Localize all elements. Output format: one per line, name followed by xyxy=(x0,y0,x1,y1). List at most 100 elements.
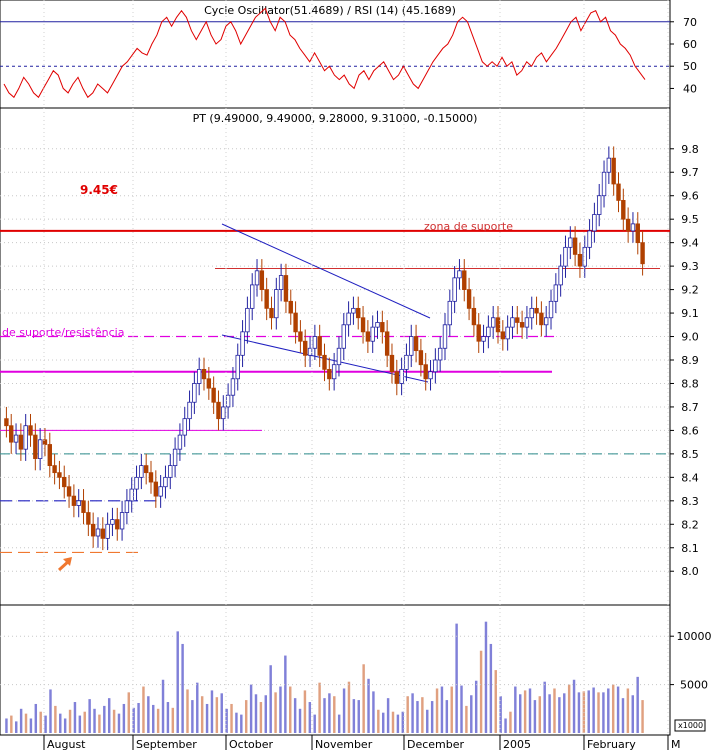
volume-bar xyxy=(406,696,409,733)
candle xyxy=(331,352,337,391)
candle-body xyxy=(577,253,583,267)
candle-body xyxy=(317,336,322,356)
volume-bar xyxy=(401,711,405,733)
candle xyxy=(90,512,96,548)
price-tick-label: 8.9 xyxy=(681,354,699,367)
price-tick-label: 9.5 xyxy=(681,213,699,226)
support-zone-label: zona de suporte xyxy=(424,220,513,233)
volume-bar xyxy=(142,686,145,733)
candle xyxy=(225,383,231,419)
candle-body xyxy=(119,512,125,530)
candle-body xyxy=(457,270,462,279)
candle-body xyxy=(331,364,337,380)
candle xyxy=(524,306,530,339)
candle xyxy=(66,475,72,508)
volume-bar xyxy=(567,684,571,733)
x-tick-label: October xyxy=(229,738,273,750)
volume-bar xyxy=(313,714,316,733)
price-tick-label: 8.6 xyxy=(681,424,699,437)
candle xyxy=(221,395,226,431)
volume-bar xyxy=(137,702,140,733)
candle xyxy=(389,343,395,384)
candle xyxy=(327,357,332,391)
candle-body xyxy=(582,246,587,267)
candle xyxy=(457,259,462,290)
candle-body xyxy=(57,472,62,478)
candle-body xyxy=(158,486,163,497)
candle-body xyxy=(293,312,298,333)
arrow-icon xyxy=(57,557,72,572)
x-tick-label: February xyxy=(587,738,636,750)
volume-bar xyxy=(367,678,370,733)
x-tick-label: 2005 xyxy=(503,738,531,750)
volume-bar xyxy=(191,700,194,733)
candle xyxy=(211,376,216,414)
volume-bar xyxy=(445,700,449,733)
volume-tick-label: 10000 xyxy=(677,630,712,643)
candle xyxy=(548,289,554,330)
volume-bar xyxy=(494,670,497,733)
candle xyxy=(539,301,544,337)
candle xyxy=(278,263,284,302)
candle xyxy=(47,432,52,478)
price-reference-lines xyxy=(0,148,670,572)
volume-bar xyxy=(34,703,38,733)
candle xyxy=(62,465,67,499)
candle-body xyxy=(269,307,274,319)
candle-body xyxy=(394,371,399,384)
volume-bar xyxy=(293,698,297,733)
volume-bar xyxy=(318,682,321,733)
candle xyxy=(187,390,192,431)
candle xyxy=(52,453,57,485)
candle xyxy=(264,277,269,321)
volume-bar xyxy=(430,701,434,733)
price-tick-label: 9.8 xyxy=(681,143,699,156)
volume-bar xyxy=(543,681,546,733)
volume-bar xyxy=(386,698,390,733)
candle-body xyxy=(616,183,621,201)
candle-body xyxy=(33,434,38,459)
candle xyxy=(495,306,501,344)
volume-bar xyxy=(259,702,263,733)
candle xyxy=(139,453,144,490)
candle-body xyxy=(380,322,385,333)
candle xyxy=(423,352,428,391)
candle-body xyxy=(370,326,375,342)
candle xyxy=(153,470,159,508)
candle-body xyxy=(515,317,520,323)
candle-body xyxy=(124,500,130,513)
candle xyxy=(534,296,539,325)
x-tick-label: December xyxy=(407,738,465,750)
volume-bar xyxy=(298,708,302,733)
volume-bar xyxy=(59,713,62,733)
price-tick-label: 8.7 xyxy=(681,401,699,414)
candle-body xyxy=(389,354,395,373)
candle-body xyxy=(519,322,525,328)
volume-bar xyxy=(215,697,219,733)
volume-bar xyxy=(641,700,644,733)
volume-bar xyxy=(161,679,165,733)
volume-bar xyxy=(117,713,121,733)
candle-body xyxy=(452,277,457,302)
candle xyxy=(4,406,9,438)
volume-bar xyxy=(337,714,341,733)
candle-body xyxy=(105,523,110,539)
sr-label: de suporte/resistência xyxy=(2,326,124,339)
volume-bar xyxy=(244,700,248,733)
volume-bar xyxy=(284,655,287,733)
candle-body xyxy=(447,300,453,326)
candle xyxy=(192,371,197,414)
candle xyxy=(476,313,481,353)
candle-body xyxy=(172,448,178,467)
candle-body xyxy=(621,200,626,220)
volume-bar xyxy=(166,702,170,733)
candle xyxy=(370,315,375,353)
volume-bar xyxy=(279,686,282,733)
candle xyxy=(500,320,506,351)
candle xyxy=(143,453,149,485)
volume-bar xyxy=(196,682,199,733)
osc-header: Cycle Oscillator(51.4689) / RSI (14) (45… xyxy=(204,4,456,17)
volume-unit-label: x1000 xyxy=(678,721,703,730)
candle-body xyxy=(611,157,616,185)
candle xyxy=(418,338,424,377)
